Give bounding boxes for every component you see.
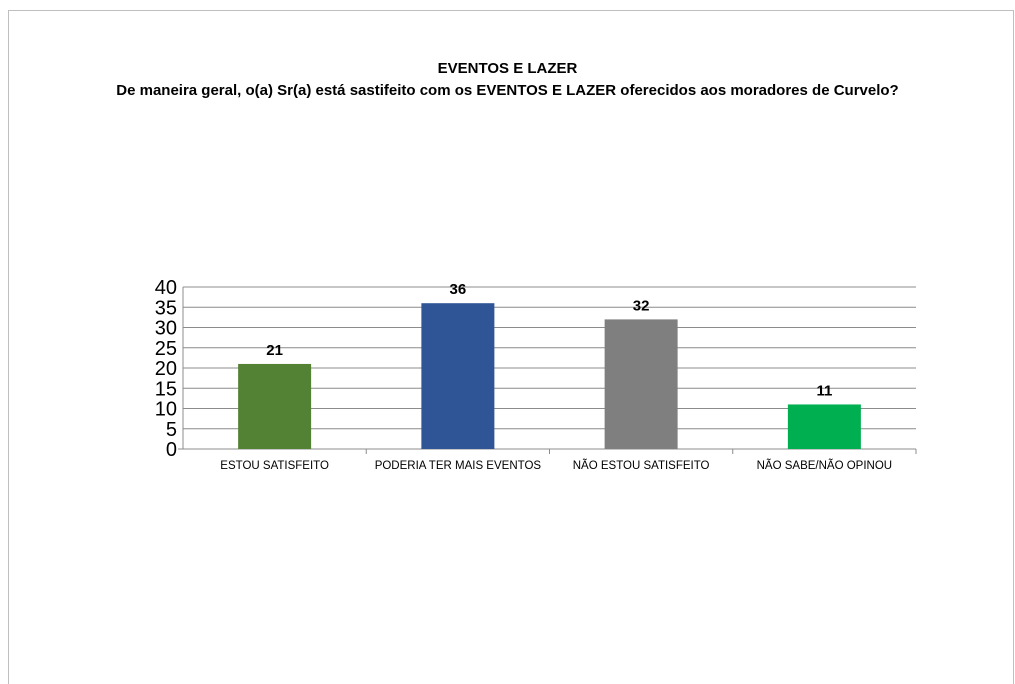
y-tick-label: 40	[155, 277, 177, 299]
y-tick-label: 5	[166, 419, 177, 441]
y-tick-label: 35	[155, 297, 177, 319]
chart-title-block: EVENTOS E LAZER De maneira geral, o(a) S…	[0, 58, 1015, 102]
data-label: 36	[450, 281, 467, 298]
x-tick-label: NÃO SABE/NÃO OPINOU	[756, 460, 893, 472]
y-tick-label: 25	[155, 338, 177, 360]
chart-subtitle: De maneira geral, o(a) Sr(a) está sastif…	[116, 82, 899, 99]
y-tick-label: 15	[155, 378, 177, 400]
bar	[787, 404, 861, 449]
x-tick-label: NÃO ESTOU SATISFEITO	[572, 460, 710, 472]
bar	[421, 303, 495, 449]
data-label: 11	[816, 382, 832, 399]
data-label: 32	[633, 297, 650, 314]
bar	[604, 319, 678, 449]
y-tick-label: 10	[155, 399, 177, 421]
y-tick-label: 0	[166, 439, 177, 461]
chart-frame	[8, 10, 1014, 684]
y-tick-label: 30	[155, 318, 177, 340]
bar	[238, 363, 312, 449]
x-tick-label: PODERIA TER MAIS EVENTOS	[374, 460, 542, 472]
x-tick-label: ESTOU SATISFEITO	[220, 460, 329, 472]
chart-title: EVENTOS E LAZER	[437, 60, 578, 77]
y-tick-label: 20	[155, 358, 177, 380]
data-label: 21	[266, 342, 283, 359]
